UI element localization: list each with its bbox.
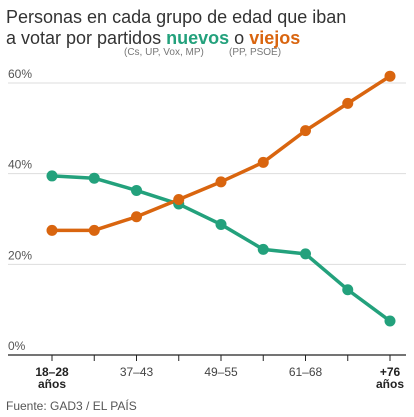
data-point-nuevos	[215, 218, 227, 230]
x-tick-label: 61–68	[289, 365, 323, 379]
y-tick-label: 20%	[8, 248, 32, 262]
legend-viejos: viejos	[249, 28, 301, 48]
data-point-viejos	[46, 224, 58, 236]
y-axis: 0% 20% 40% 60%	[8, 67, 32, 353]
series-lines	[51, 74, 392, 323]
data-point-viejos	[215, 176, 227, 188]
data-point-nuevos	[257, 243, 269, 255]
series-line-viejos	[52, 74, 391, 233]
title-connector: o	[234, 28, 245, 48]
data-point-viejos	[88, 224, 100, 236]
x-tick-label: años	[38, 377, 66, 391]
y-tick-label: 60%	[8, 67, 32, 81]
data-point-viejos	[173, 194, 185, 206]
series-line-nuevos	[51, 174, 392, 323]
y-tick-label: 0%	[8, 339, 26, 353]
data-point-nuevos	[342, 284, 354, 296]
data-point-nuevos	[88, 172, 100, 184]
title-prefix: a votar por partidos	[6, 28, 162, 48]
x-tick-label: años	[376, 377, 404, 391]
grid	[8, 82, 406, 356]
title-line-1: Personas en cada grupo de edad que iban	[6, 7, 347, 27]
x-tick-label: 49–55	[204, 365, 238, 379]
x-tick-label: 37–43	[120, 365, 154, 379]
data-point-nuevos	[131, 184, 142, 196]
data-point-viejos	[342, 97, 354, 109]
legend-nuevos: nuevos	[166, 28, 230, 48]
x-tick-label: 18–28	[35, 365, 69, 379]
data-point-viejos	[131, 211, 142, 223]
data-point-viejos	[300, 125, 311, 137]
chart-title: Personas en cada grupo de edad que iban …	[6, 7, 406, 49]
title-line-2: a votar por partidos nuevos o viejos	[6, 28, 406, 49]
data-point-viejos	[384, 70, 396, 82]
data-point-nuevos	[46, 170, 58, 182]
y-tick-label: 40%	[8, 158, 32, 172]
data-point-nuevos	[300, 248, 311, 260]
x-tick-label: +76	[380, 365, 401, 379]
source-note: Fuente: GAD3 / EL PAÍS	[6, 399, 137, 413]
note-viejos: (PP, PSOE)	[229, 47, 282, 58]
data-point-viejos	[257, 156, 269, 168]
series-points	[46, 70, 396, 327]
note-nuevos: (Cs, UP, Vox, MP)	[124, 47, 204, 58]
data-point-nuevos	[384, 315, 396, 327]
